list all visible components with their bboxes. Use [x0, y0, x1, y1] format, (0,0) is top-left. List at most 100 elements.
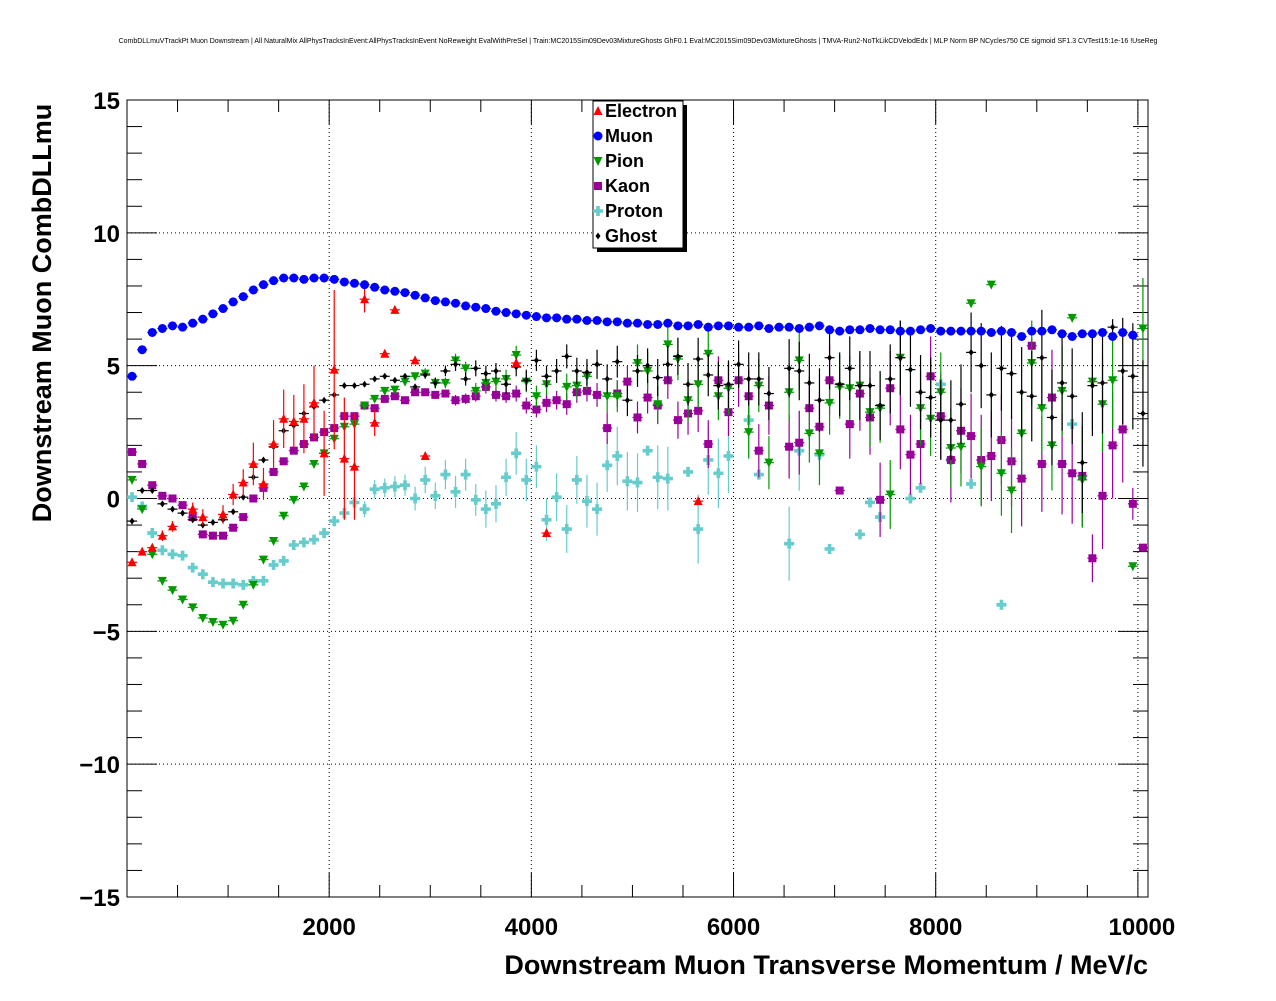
kaon-point — [127, 448, 138, 457]
y-tick-labels: −15 −10 −5 0 5 10 15 — [79, 88, 120, 912]
ghost-point — [430, 377, 441, 389]
circle-marker — [1017, 331, 1027, 341]
cross-marker — [389, 481, 400, 492]
square-marker — [522, 401, 531, 410]
ghost-point — [1006, 328, 1017, 419]
ghost-point — [127, 517, 138, 525]
square-marker — [168, 494, 177, 503]
diamond-marker — [139, 487, 145, 495]
square-marker — [623, 377, 632, 386]
circle-marker — [885, 325, 895, 335]
circle-marker — [895, 326, 905, 336]
diamond-marker — [1089, 382, 1095, 390]
muon-point — [662, 318, 673, 328]
circle-marker — [552, 313, 562, 323]
pion-point — [1107, 332, 1118, 429]
electron-point — [238, 469, 249, 496]
circle-marker — [754, 321, 764, 331]
pion-point — [187, 603, 198, 613]
cross-marker — [197, 569, 208, 580]
muon-point — [410, 290, 421, 300]
legend-label: Electron — [605, 101, 677, 121]
legend-entry-muon: Muon — [593, 126, 653, 146]
circle-marker — [683, 321, 693, 331]
kaon-point — [632, 401, 643, 434]
muon-point — [602, 317, 613, 327]
circle-marker — [582, 316, 592, 326]
triangle-down-marker — [956, 442, 966, 452]
diamond-marker — [554, 367, 560, 375]
triangle-down-marker — [178, 595, 188, 605]
muon-point — [875, 325, 886, 335]
triangle-down-marker — [400, 377, 410, 387]
diamond-marker — [574, 367, 580, 375]
circle-marker — [936, 326, 946, 336]
square-marker — [239, 513, 248, 522]
triangle-up-marker — [390, 304, 400, 314]
triangle-down-marker — [744, 428, 754, 438]
ghost-point — [804, 353, 815, 413]
ghost-point — [207, 518, 218, 526]
diamond-marker — [827, 354, 833, 362]
muon-point — [187, 318, 198, 328]
electron-point — [309, 365, 320, 441]
cross-marker — [288, 539, 299, 550]
muon-point — [774, 322, 785, 332]
triangle-down-marker — [228, 616, 238, 626]
circle-marker — [845, 325, 855, 335]
muon-point — [571, 314, 582, 324]
ghost-point — [622, 384, 633, 417]
square-marker — [431, 390, 440, 399]
circle-marker — [633, 318, 642, 328]
ghost-point — [480, 365, 491, 382]
muon-point — [480, 304, 491, 314]
cross-marker — [450, 486, 461, 497]
diamond-marker — [685, 380, 691, 388]
circle-marker — [279, 273, 289, 283]
triangle-down-marker — [986, 280, 996, 290]
circle-marker — [1108, 331, 1118, 341]
circle-marker — [451, 298, 461, 308]
proton-point — [905, 493, 916, 504]
proton-point — [612, 426, 623, 486]
cross-marker — [480, 504, 491, 515]
series-proton — [127, 379, 1078, 610]
pion-point — [763, 436, 774, 490]
kaon-point — [966, 393, 977, 479]
diamond-marker — [180, 509, 186, 517]
proton-point — [632, 453, 643, 512]
circle-marker — [865, 323, 875, 333]
cross-marker — [521, 474, 532, 485]
pion-point — [1006, 448, 1017, 534]
triangle-up-marker — [279, 413, 289, 423]
series-muon — [127, 273, 1138, 381]
kaon-point — [794, 410, 805, 475]
triangle-up-marker — [420, 450, 430, 460]
muon-point — [157, 323, 168, 333]
muon-point — [632, 318, 643, 328]
pion-point — [309, 459, 320, 469]
muon-point — [399, 288, 410, 298]
circle-marker — [360, 280, 370, 290]
y-tick-label: 5 — [107, 354, 120, 381]
ghost-point — [632, 355, 643, 387]
triangle-down-marker — [440, 378, 450, 388]
diamond-marker — [1059, 379, 1065, 387]
triangle-up-marker — [693, 496, 703, 506]
diamond-marker — [493, 367, 499, 375]
kaon-point — [490, 388, 501, 402]
triangle-down-marker — [188, 603, 198, 613]
muon-point — [420, 293, 431, 303]
ghost-point — [319, 396, 330, 404]
legend-entry-pion: Pion — [593, 151, 644, 171]
pion-point — [1127, 562, 1138, 572]
electron-point — [137, 546, 148, 556]
circle-marker — [875, 325, 885, 335]
ghost-point — [571, 357, 582, 385]
proton-point — [278, 555, 289, 566]
electron-point — [359, 285, 370, 313]
y-tick-label: 15 — [93, 88, 120, 115]
triangle-up-marker — [269, 439, 279, 449]
ghost-point — [733, 340, 744, 389]
circle-marker — [299, 274, 309, 284]
